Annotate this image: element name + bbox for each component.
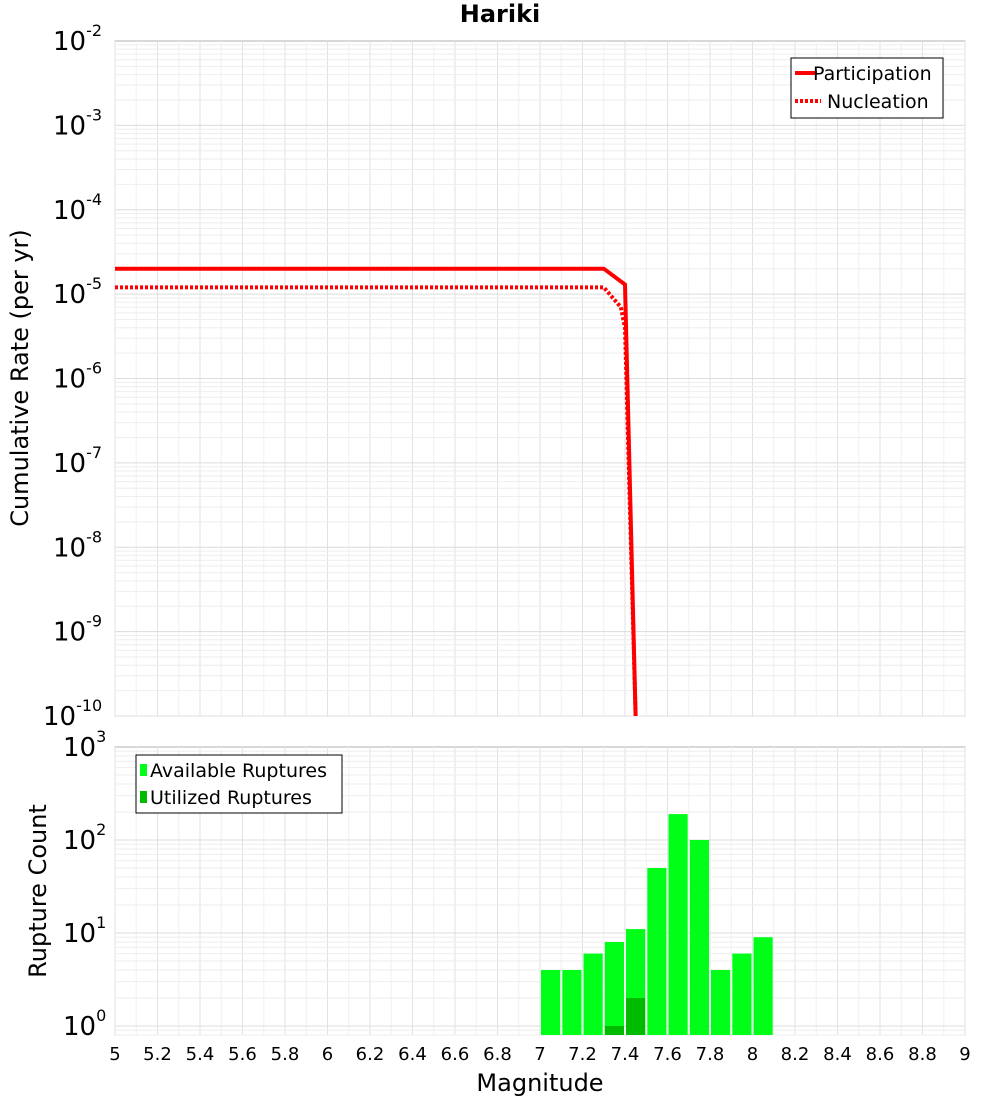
top-grid — [114, 41, 966, 717]
bar-available-ruptures — [562, 970, 582, 1035]
bar-available-ruptures — [541, 970, 561, 1035]
top-y-tick-label: 10-9 — [53, 612, 102, 648]
x-tick-label: 7.8 — [696, 1044, 725, 1065]
top-y-tick-label: 10-5 — [53, 274, 102, 310]
top-legend-box — [790, 57, 944, 119]
bottom-legend: Available Ruptures Utilized Ruptures — [135, 754, 343, 814]
x-tick-label: 8.4 — [823, 1044, 852, 1065]
x-tick-label: 5.6 — [228, 1044, 257, 1065]
top-y-tick-label: 10-4 — [53, 190, 102, 226]
chart-title: Hariki — [460, 0, 541, 28]
x-tick-label: 8.2 — [781, 1044, 810, 1065]
bottom-bars — [541, 814, 773, 1035]
top-series — [115, 266, 638, 717]
legend-utilized-label: Utilized Ruptures — [150, 787, 312, 809]
x-tick-label: 6.2 — [356, 1044, 385, 1065]
x-tick-label: 5 — [109, 1044, 120, 1065]
bar-utilized-ruptures — [604, 1026, 624, 1035]
top-y-tick-label: 10-8 — [53, 527, 102, 563]
x-tick-label: 6.4 — [398, 1044, 427, 1065]
x-tick-label: 8.6 — [866, 1044, 895, 1065]
top-plot: 10-10 10-9 10-8 10-7 10-6 10-5 10-4 10-3 10-2 Cu… — [6, 21, 966, 732]
bottom-y-tick-label: 101 — [63, 913, 106, 949]
bar-available-ruptures — [753, 937, 773, 1035]
x-tick-label: 5.2 — [143, 1044, 172, 1065]
bar-available-ruptures — [604, 942, 624, 1035]
x-tick-label: 6 — [322, 1044, 333, 1065]
bar-available-ruptures — [732, 953, 752, 1035]
x-tick-label: 7 — [534, 1044, 545, 1065]
x-tick-label: 5.8 — [271, 1044, 300, 1065]
top-y-tick-label: 10-3 — [53, 105, 102, 141]
bottom-y-axis-label: Rupture Count — [24, 804, 52, 978]
bottom-y-ticks: 100 101 102 103 — [63, 727, 106, 1042]
x-tick-label: 7.6 — [653, 1044, 682, 1065]
legend-nucleation-label: Nucleation — [827, 91, 929, 113]
top-y-axis-label: Cumulative Rate (per yr) — [6, 229, 34, 527]
top-legend: Participation Nucleation — [790, 57, 944, 119]
bar-available-ruptures — [647, 868, 667, 1035]
bottom-y-tick-label: 100 — [63, 1006, 106, 1042]
bar-available-ruptures — [668, 814, 688, 1035]
x-tick-label: 7.2 — [568, 1044, 597, 1065]
x-axis-label: Magnitude — [476, 1069, 603, 1097]
series-line-nucleation — [115, 285, 638, 717]
bottom-y-tick-label: 102 — [63, 820, 106, 856]
x-tick-label: 9 — [959, 1044, 970, 1065]
x-tick-label: 6.8 — [483, 1044, 512, 1065]
bar-available-ruptures — [583, 953, 603, 1035]
x-ticks: 5 5.2 5.4 5.6 5.8 6 6.2 6.4 6.6 6.8 7 7.2 7.4 7.6 7.8 8… — [109, 1044, 970, 1065]
legend-utilized-swatch — [140, 791, 147, 803]
x-tick-label: 8.8 — [908, 1044, 937, 1065]
x-tick-label: 8 — [747, 1044, 758, 1065]
x-tick-label: 6.6 — [441, 1044, 470, 1065]
bottom-y-tick-label: 103 — [63, 727, 106, 763]
x-tick-label: 7.4 — [611, 1044, 640, 1065]
bar-available-ruptures — [711, 970, 731, 1035]
top-y-tick-label: 10-10 — [43, 696, 102, 732]
bar-available-ruptures — [689, 840, 709, 1035]
legend-available-swatch — [140, 764, 147, 776]
bottom-plot: 100 101 102 103 5 5.2 5.4 5.6 5.8 6 6.2 6.4 6.6 6.8 7… — [24, 727, 971, 1097]
bottom-legend-box — [135, 754, 343, 814]
top-y-tick-label: 10-7 — [53, 443, 102, 479]
top-y-tick-label: 10-6 — [53, 359, 102, 395]
legend-participation-label: Participation — [813, 63, 932, 85]
top-y-tick-label: 10-2 — [53, 21, 102, 57]
x-tick-label: 5.4 — [186, 1044, 215, 1065]
series-line-participation — [115, 266, 638, 717]
legend-available-label: Available Ruptures — [150, 760, 327, 782]
bar-utilized-ruptures — [626, 998, 646, 1035]
top-y-ticks: 10-10 10-9 10-8 10-7 10-6 10-5 10-4 10-3 10-2 — [43, 21, 102, 732]
